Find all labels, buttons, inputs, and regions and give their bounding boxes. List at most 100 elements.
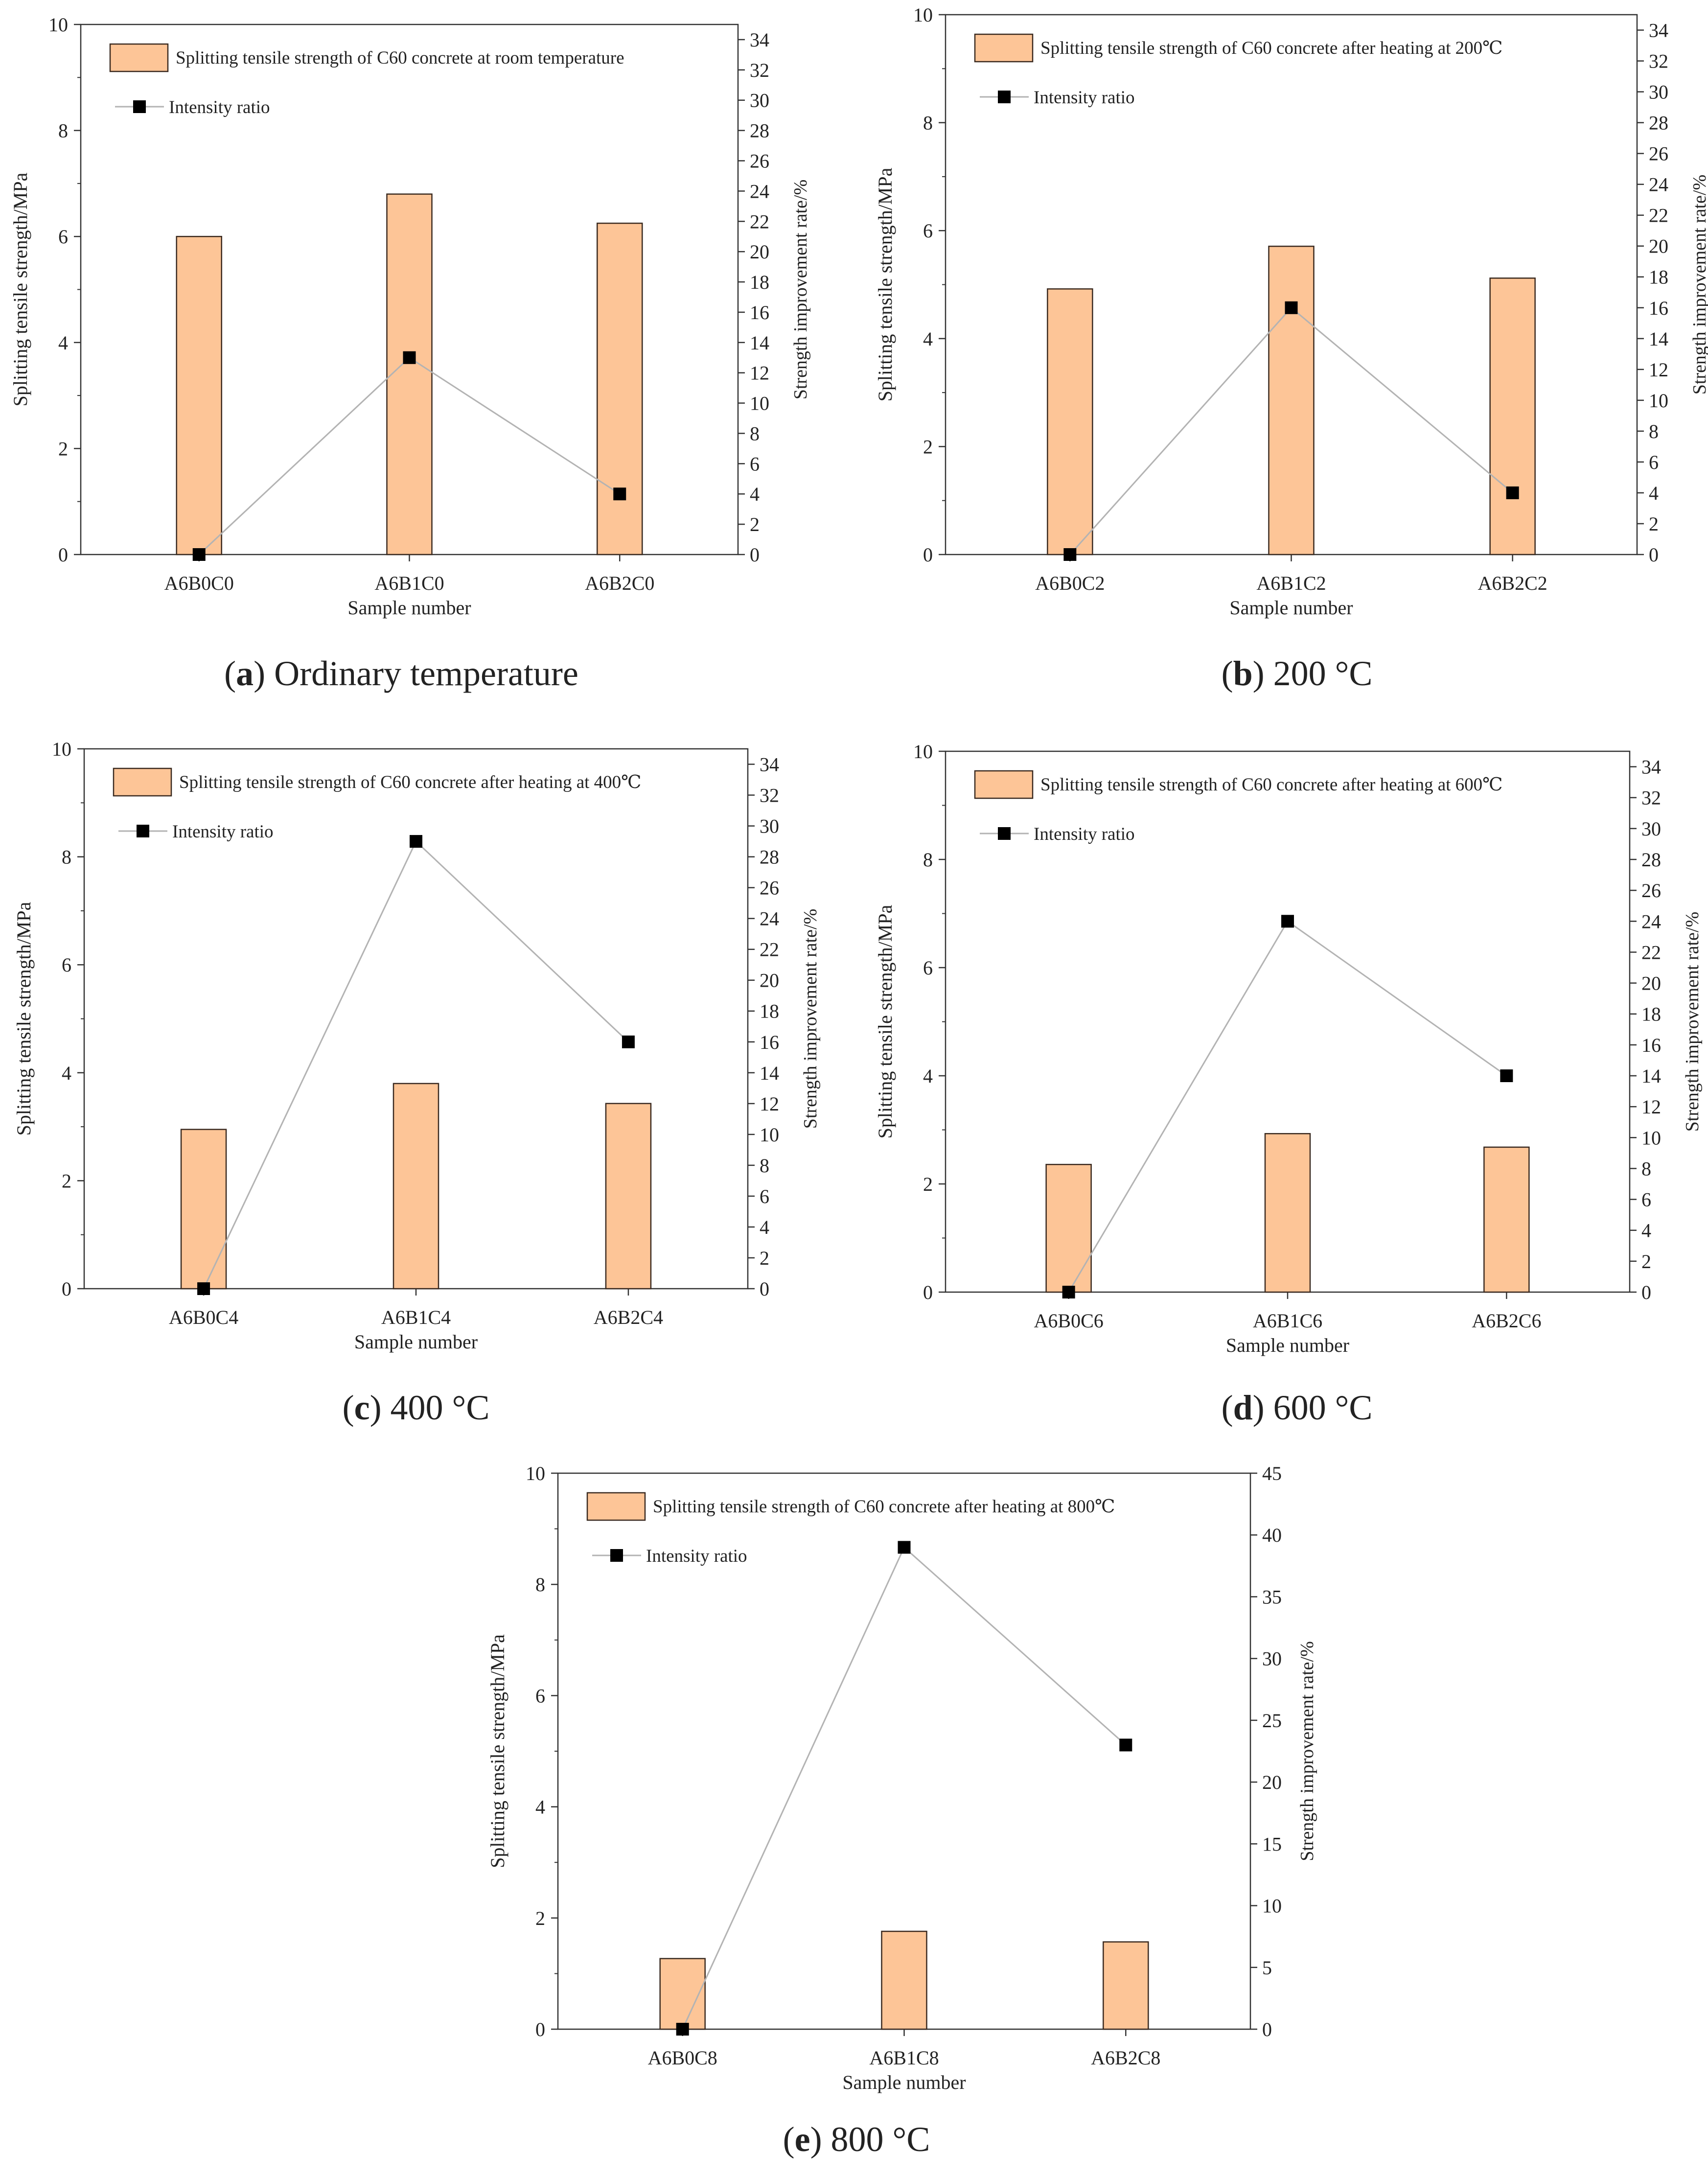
chart-d-y2-tick-label: 22	[1641, 941, 1661, 963]
chart-d-y-axis-title: Splitting tensile strength/MPa	[874, 904, 896, 1138]
chart-b-x-tick-label: A6B2C2	[1478, 572, 1547, 594]
chart-c-y-tick-label: 4	[62, 1062, 71, 1084]
chart-a-y2-tick-label: 32	[750, 59, 769, 81]
chart-c-y2-tick-label: 14	[760, 1062, 779, 1084]
chart-d-y2-tick-label: 30	[1641, 818, 1661, 840]
chart-a-y2-tick-label: 24	[750, 180, 769, 202]
chart-c-y2-tick-label: 4	[760, 1216, 769, 1238]
chart-d-y2-tick-label: 4	[1641, 1220, 1651, 1242]
chart-c-x-tick-label: A6B1C4	[381, 1306, 451, 1328]
chart-d-y2-tick-label: 18	[1641, 1003, 1661, 1025]
chart-d-bar	[1264, 1133, 1311, 1293]
chart-b-y2-tick-label: 24	[1649, 174, 1668, 196]
chart-d-y2-tick-label: 8	[1641, 1158, 1651, 1180]
chart-a-legend-label-bar: Splitting tensile strength of C60 concre…	[176, 48, 624, 68]
chart-d-y2-tick-label: 16	[1641, 1034, 1661, 1056]
chart-c-y-tick-label: 8	[62, 846, 71, 868]
chart-d-legend-swatch-bar	[974, 770, 1034, 799]
chart-c-legend-marker	[137, 825, 149, 837]
chart-e-y2-tick-label: 35	[1262, 1586, 1282, 1608]
chart-d-y2-tick-label: 28	[1641, 849, 1661, 871]
chart-b-y2-tick-label: 6	[1649, 451, 1659, 473]
chart-c-y2-tick-label: 16	[760, 1031, 779, 1053]
chart-b-line-marker	[1063, 548, 1077, 561]
chart-a-y2-tick-label: 26	[750, 150, 769, 172]
chart-b-bar	[1489, 278, 1536, 556]
chart-e: 0 2 4 6 8 10 0 5 10 15 20 25 30 35 40 45 A6B0C8 A6B1C8 A6B…	[486, 1462, 1317, 2159]
chart-a-legend-label-line: Intensity ratio	[169, 97, 270, 117]
chart-c-y2-tick-label: 26	[760, 877, 779, 899]
chart-e-y-tick-label: 0	[535, 2018, 545, 2040]
chart-c-y2-tick-label: 22	[760, 939, 779, 961]
chart-b-y2-tick-label: 0	[1649, 544, 1659, 566]
chart-c-line-marker	[622, 1035, 635, 1048]
chart-a-y-tick-label: 4	[58, 332, 68, 354]
chart-d-y-tick-label: 2	[923, 1173, 933, 1195]
chart-c-y2-tick-label: 0	[760, 1278, 769, 1300]
chart-b-y2-tick-label: 20	[1649, 235, 1668, 257]
chart-a-y2-tick-label: 8	[750, 422, 760, 444]
chart-d-y2-tick-label: 0	[1641, 1281, 1651, 1303]
chart-b-y2-tick-label: 10	[1649, 390, 1668, 412]
chart-c-bar	[605, 1103, 652, 1290]
chart-d-y2-tick-label: 12	[1641, 1096, 1661, 1118]
chart-e-x-tick-label: A6B0C8	[648, 2047, 717, 2069]
chart-b-y-tick-label: 2	[923, 436, 933, 458]
chart-c-x-tick-label: A6B2C4	[594, 1306, 663, 1328]
chart-e-legend-marker	[610, 1549, 623, 1562]
chart-e-y-tick-label: 2	[535, 1907, 545, 1929]
chart-d-caption: (d) 600 °C	[1222, 1388, 1373, 1427]
chart-e-y2-tick-label: 45	[1262, 1462, 1282, 1484]
chart-b-y-axis-title: Splitting tensile strength/MPa	[874, 167, 896, 401]
chart-b-y2-tick-label: 34	[1649, 20, 1668, 42]
chart-b-y2-tick-label: 12	[1649, 359, 1668, 381]
chart-b-y2-tick-label: 18	[1649, 266, 1668, 288]
chart-b-line-marker	[1285, 301, 1298, 314]
chart-b-x-tick-label: A6B0C2	[1035, 572, 1105, 594]
chart-e-y-tick-label: 4	[535, 1796, 545, 1818]
chart-b-y-tick-label: 0	[923, 544, 933, 566]
chart-d-y-tick-label: 8	[923, 849, 933, 871]
chart-d-line-marker	[1062, 1286, 1075, 1298]
chart-d-x-axis-title: Sample number	[1226, 1334, 1349, 1356]
chart-a: 02468100246810121416182022242628303234A6…	[9, 14, 811, 693]
chart-b-y2-tick-label: 4	[1649, 482, 1659, 504]
chart-c-y-tick-label: 6	[62, 954, 71, 976]
chart-c-x-axis-title: Sample number	[354, 1331, 478, 1353]
chart-d-y2-tick-label: 14	[1641, 1065, 1661, 1087]
chart-d-line-marker	[1500, 1069, 1513, 1082]
chart-e-y-tick-label: 10	[526, 1462, 545, 1484]
chart-e-y2-tick-label: 40	[1262, 1524, 1282, 1546]
chart-b-y-tick-label: 10	[913, 4, 933, 26]
chart-d-legend-label-line: Intensity ratio	[1034, 824, 1135, 844]
chart-d-y2-tick-label: 26	[1641, 880, 1661, 902]
chart-a-legend-marker	[133, 100, 146, 113]
chart-e-x-tick-label: A6B2C8	[1091, 2047, 1160, 2069]
chart-d-y2-tick-label: 10	[1641, 1127, 1661, 1149]
chart-a-x-axis-title: Sample number	[347, 597, 471, 619]
chart-b-bar	[1047, 288, 1093, 556]
chart-c-y2-tick-label: 30	[760, 815, 779, 837]
chart-c-y2-tick-label: 8	[760, 1155, 769, 1177]
chart-e-line-marker	[1119, 1738, 1132, 1752]
chart-a-y-tick-label: 6	[58, 226, 68, 248]
chart-d-x-tick-label: A6B2C6	[1472, 1310, 1541, 1332]
chart-d: 02468100246810121416182022242628303234A6…	[874, 741, 1703, 1427]
chart-e-x-tick-label: A6B1C8	[869, 2047, 939, 2069]
chart-e-y-tick-label: 8	[535, 1574, 545, 1596]
chart-c-y-axis-title: Splitting tensile strength/MPa	[13, 902, 35, 1135]
chart-b-bar	[1268, 245, 1315, 556]
chart-a-y2-tick-label: 14	[750, 332, 769, 354]
chart-d-y2-tick-label: 24	[1641, 910, 1661, 932]
chart-a-y2-tick-label: 16	[750, 301, 769, 324]
chart-a-line-marker	[192, 548, 206, 561]
chart-a-y2-tick-label: 2	[750, 513, 760, 535]
chart-d-bar	[1483, 1146, 1530, 1293]
chart-d-y2-axis-title: Strength improvement rate/%	[1682, 912, 1703, 1132]
chart-c-y-tick-label: 2	[62, 1170, 71, 1192]
chart-e-legend-label-bar: Splitting tensile strength of C60 concre…	[653, 1497, 1115, 1517]
chart-c: 02468100246810121416182022242628303234A6…	[13, 738, 821, 1427]
chart-a-y2-tick-label: 18	[750, 271, 769, 293]
